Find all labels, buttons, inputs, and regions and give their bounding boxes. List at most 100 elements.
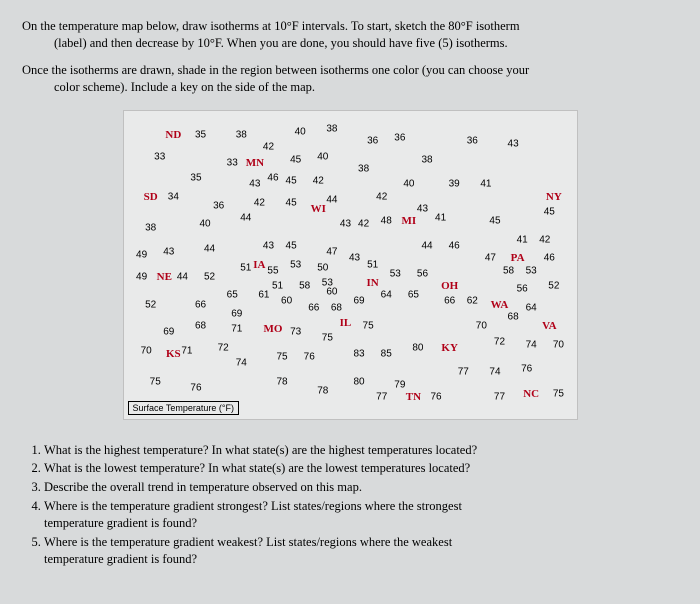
temp-value: 76 — [431, 391, 442, 402]
instruction-2-line2: color scheme). Include a key on the side… — [22, 79, 678, 96]
temp-value: 45 — [489, 216, 500, 227]
temp-value: 78 — [317, 385, 328, 396]
temp-value: 43 — [349, 253, 360, 264]
temp-value: 60 — [326, 287, 337, 298]
temp-value: 46 — [449, 241, 460, 252]
temp-value: 48 — [381, 216, 392, 227]
question-5: Where is the temperature gradient weakes… — [44, 534, 678, 568]
temp-value: 69 — [163, 327, 174, 338]
state-label: KY — [441, 342, 458, 354]
temp-value: 64 — [526, 302, 537, 313]
temp-value: 66 — [195, 299, 206, 310]
state-label: IA — [253, 259, 265, 271]
state-label: OH — [441, 280, 458, 292]
temp-value: 66 — [308, 302, 319, 313]
temp-value: 44 — [240, 213, 251, 224]
temp-value: 50 — [317, 262, 328, 273]
temp-value: 68 — [195, 321, 206, 332]
state-label: TN — [406, 391, 421, 403]
temp-value: 44 — [421, 241, 432, 252]
temp-value: 52 — [204, 271, 215, 282]
temp-value: 65 — [227, 290, 238, 301]
temp-value: 45 — [286, 241, 297, 252]
question-4: Where is the temperature gradient strong… — [44, 498, 678, 532]
temp-value: 45 — [286, 197, 297, 208]
state-label: MN — [246, 157, 264, 169]
temp-value: 44 — [326, 194, 337, 205]
temp-value: 38 — [145, 222, 156, 233]
state-label: WI — [311, 203, 326, 215]
question-list: What is the highest temperature? In what… — [22, 442, 678, 568]
temp-value: 72 — [218, 342, 229, 353]
temp-value: 51 — [240, 262, 251, 273]
temp-value: 51 — [272, 281, 283, 292]
temp-value: 65 — [408, 290, 419, 301]
temp-value: 75 — [553, 388, 564, 399]
temp-value: 43 — [263, 241, 274, 252]
temp-value: 41 — [480, 179, 491, 190]
temp-value: 33 — [154, 151, 165, 162]
temp-value: 49 — [136, 250, 147, 261]
temp-value: 36 — [367, 136, 378, 147]
state-label: IN — [367, 277, 379, 289]
instruction-1-line1: On the temperature map below, draw isoth… — [22, 19, 520, 33]
temp-value: 70 — [141, 345, 152, 356]
temp-value: 40 — [295, 127, 306, 138]
temp-value: 36 — [213, 200, 224, 211]
temp-value: 55 — [267, 265, 278, 276]
temp-value: 42 — [263, 142, 274, 153]
temp-value: 74 — [236, 358, 247, 369]
temp-value: 64 — [381, 290, 392, 301]
temp-value: 40 — [317, 151, 328, 162]
temp-value: 74 — [526, 339, 537, 350]
temp-value: 42 — [358, 219, 369, 230]
temp-value: 71 — [231, 324, 242, 335]
temp-value: 76 — [304, 351, 315, 362]
temp-value: 39 — [449, 179, 460, 190]
temp-value: 77 — [458, 367, 469, 378]
temp-value: 47 — [485, 253, 496, 264]
temp-value: 46 — [544, 253, 555, 264]
temp-value: 41 — [517, 234, 528, 245]
temp-value: 69 — [231, 308, 242, 319]
temp-value: 61 — [258, 290, 269, 301]
temp-value: 62 — [467, 296, 478, 307]
temp-value: 74 — [489, 367, 500, 378]
state-label: WA — [491, 299, 509, 311]
state-label: IL — [340, 317, 352, 329]
temp-value: 75 — [150, 376, 161, 387]
temp-value: 42 — [539, 234, 550, 245]
temp-value: 77 — [376, 391, 387, 402]
temp-value: 36 — [394, 133, 405, 144]
state-label: MO — [264, 323, 283, 335]
temp-value: 42 — [313, 176, 324, 187]
instruction-2: Once the isotherms are drawn, shade in t… — [22, 62, 678, 96]
map-legend-box: Surface Temperature (°F) — [128, 401, 239, 415]
temp-value: 52 — [548, 281, 559, 292]
temp-value: 44 — [177, 271, 188, 282]
temp-value: 43 — [340, 219, 351, 230]
temp-value: 53 — [390, 268, 401, 279]
temp-value: 66 — [444, 296, 455, 307]
temp-value: 80 — [353, 376, 364, 387]
question-1: What is the highest temperature? In what… — [44, 442, 678, 459]
temp-value: 43 — [249, 179, 260, 190]
question-3: Describe the overall trend in temperatur… — [44, 479, 678, 496]
temp-value: 78 — [276, 376, 287, 387]
temp-value: 38 — [326, 123, 337, 134]
temp-value: 60 — [281, 296, 292, 307]
temp-value: 38 — [421, 154, 432, 165]
temp-value: 72 — [494, 336, 505, 347]
instruction-2-line1: Once the isotherms are drawn, shade in t… — [22, 63, 529, 77]
temp-value: 49 — [136, 271, 147, 282]
temp-value: 79 — [394, 379, 405, 390]
temp-value: 75 — [322, 333, 333, 344]
temp-value: 76 — [190, 382, 201, 393]
temp-value: 77 — [494, 391, 505, 402]
temp-value: 58 — [503, 265, 514, 276]
temp-value: 56 — [417, 268, 428, 279]
temp-value: 53 — [526, 265, 537, 276]
temp-value: 40 — [199, 219, 210, 230]
temp-value: 38 — [236, 130, 247, 141]
temp-value: 45 — [286, 176, 297, 187]
